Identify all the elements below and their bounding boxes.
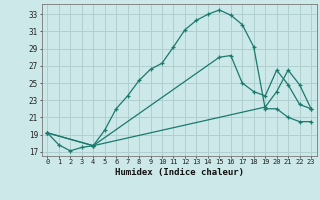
X-axis label: Humidex (Indice chaleur): Humidex (Indice chaleur) <box>115 168 244 177</box>
